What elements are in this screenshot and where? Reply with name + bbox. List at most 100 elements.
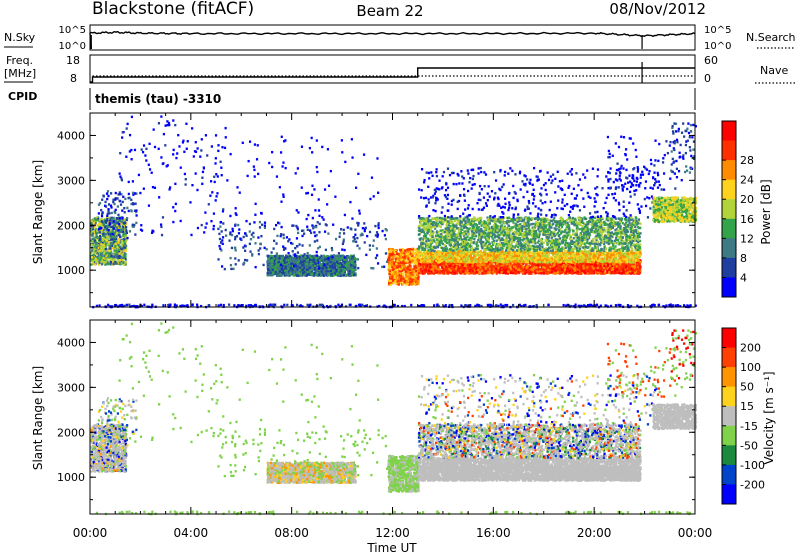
- power-cell: [253, 143, 257, 146]
- power-cell: [253, 168, 256, 172]
- power-cell: [407, 265, 410, 269]
- power-cell: [357, 266, 360, 270]
- power-cell: [135, 214, 138, 217]
- power-cell: [292, 224, 295, 227]
- power-cell: [192, 155, 195, 158]
- power-cell: [402, 277, 405, 280]
- power-cell: [162, 162, 165, 165]
- power-cell: [148, 168, 152, 171]
- power-cell: [347, 271, 350, 274]
- power-cell: [285, 236, 289, 239]
- power-cell: [323, 263, 326, 266]
- power-cell: [411, 250, 414, 253]
- power-cell: [352, 260, 355, 264]
- power-cell: [284, 265, 287, 268]
- power-cell: [388, 272, 391, 276]
- power-cell: [94, 218, 97, 222]
- power-cell: [112, 217, 115, 221]
- power-cell: [111, 256, 115, 259]
- power-cell: [246, 259, 249, 262]
- power-cell: [226, 179, 229, 182]
- power-cell: [351, 266, 354, 269]
- power-cell: [388, 250, 391, 253]
- power-cell: [415, 273, 419, 277]
- power-cell: [216, 175, 219, 178]
- power-cell: [236, 186, 239, 189]
- power-cell: [104, 233, 107, 236]
- power-cell: [406, 248, 409, 251]
- power-cell: [113, 225, 116, 229]
- power-cell: [98, 222, 102, 225]
- power-cell: [140, 148, 143, 151]
- power-cell: [110, 252, 113, 255]
- power-cell: [229, 256, 232, 260]
- power-cell: [133, 148, 137, 152]
- power-cell: [217, 258, 220, 261]
- power-cell: [196, 226, 200, 230]
- power-cell: [235, 213, 238, 217]
- power-cell: [278, 257, 281, 260]
- power-cell: [257, 236, 260, 239]
- power-cell: [99, 245, 102, 249]
- cpid-label: CPID: [8, 90, 37, 103]
- power-cell: [91, 237, 94, 241]
- power-cell: [414, 269, 418, 273]
- power-cell: [269, 254, 273, 258]
- power-cell: [271, 150, 274, 154]
- power-cell: [93, 225, 97, 229]
- power-cell: [397, 283, 400, 286]
- power-cell: [124, 232, 127, 236]
- power-cell: [329, 169, 332, 173]
- power-cell: [126, 206, 129, 210]
- power-cell: [98, 261, 101, 265]
- power-cell: [298, 264, 302, 267]
- power-cell: [106, 258, 109, 261]
- power-cell: [122, 261, 125, 264]
- power-cell: [118, 172, 121, 175]
- power-cell: [113, 255, 116, 259]
- power-cell: [308, 146, 312, 150]
- power-cell: [166, 123, 169, 127]
- power-cell: [415, 266, 418, 270]
- power-cell: [372, 239, 375, 242]
- power-cell: [185, 122, 188, 125]
- power-cell: [305, 262, 308, 266]
- power-cell: [105, 235, 108, 239]
- power-cell: [408, 269, 412, 272]
- power-cell: [272, 247, 275, 250]
- power-cell: [218, 237, 222, 241]
- power-cell: [321, 145, 324, 149]
- power-cell: [175, 156, 178, 160]
- power-cell: [122, 225, 125, 229]
- power-cell: [352, 240, 355, 243]
- power-cell: [118, 199, 121, 203]
- power-cell: [376, 262, 380, 265]
- power-cell: [257, 249, 260, 252]
- power-cell: [307, 213, 310, 217]
- power-cell: [114, 211, 117, 215]
- power-cell: [396, 259, 399, 263]
- power-cell: [93, 257, 96, 260]
- power-cell: [295, 265, 298, 268]
- power-cell: [132, 225, 135, 228]
- power-cell: [253, 175, 256, 178]
- power-cell: [95, 234, 98, 237]
- power-cell: [338, 235, 341, 238]
- power-cell: [162, 132, 166, 136]
- power-cell: [387, 256, 391, 259]
- power-cell: [408, 273, 411, 277]
- power-cell: [319, 272, 322, 276]
- power-cell: [204, 134, 208, 137]
- power-cell: [112, 225, 115, 229]
- power-cell: [347, 261, 350, 265]
- power-cell: [104, 221, 108, 224]
- power-cell: [118, 220, 121, 223]
- power-cell: [183, 172, 186, 176]
- power-cell: [100, 208, 103, 212]
- power-cell: [114, 242, 117, 246]
- power-cell: [210, 145, 213, 148]
- power-cell: [106, 212, 109, 215]
- power-cell: [368, 248, 372, 251]
- power-cell: [220, 166, 223, 169]
- power-cell: [121, 238, 124, 241]
